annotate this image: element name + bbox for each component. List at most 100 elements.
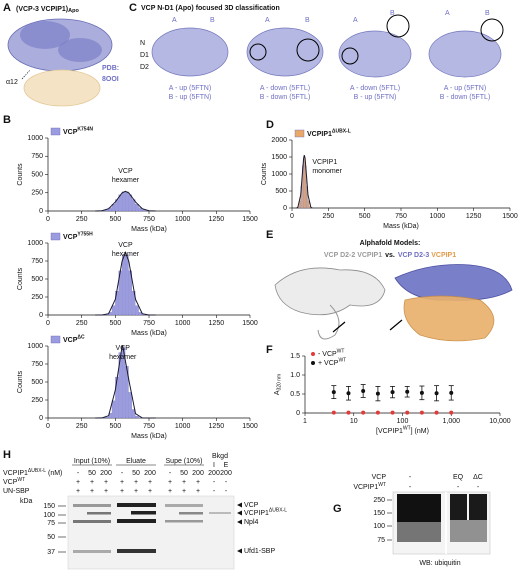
- caption: A - down (5FTL): [260, 85, 310, 92]
- band-arrow: [237, 548, 242, 554]
- domain-label: N: [140, 40, 145, 47]
- point: [375, 410, 380, 415]
- caption: A - down (5FTL): [350, 85, 400, 92]
- legend-swatch: [294, 129, 305, 138]
- bar: [125, 366, 129, 419]
- legend-marker: [311, 361, 315, 365]
- model-left: VCP D2-2 VCPIP1: [324, 252, 382, 259]
- legend-label: VCPY755H: [63, 232, 93, 241]
- marker-label: 250: [373, 497, 385, 504]
- density-map: [58, 38, 102, 62]
- group-label: Input (10%): [74, 458, 110, 465]
- y-tick-label: 500: [31, 379, 43, 386]
- legend-label: - VCPWT: [318, 349, 344, 358]
- x-tick-label: 1000: [175, 423, 191, 430]
- panel-subtitle: VCP D2-2 VCPIP1 vs. VCP D2-3 VCPIP1: [324, 252, 456, 259]
- y-tick-label: 0: [296, 410, 300, 417]
- y-axis-label-part: Counts: [17, 267, 24, 290]
- panel-label: D: [266, 119, 274, 131]
- caption: WB: ubiquitin: [419, 560, 460, 567]
- annotation: monomer: [312, 168, 342, 175]
- marker-label: 100: [43, 512, 55, 519]
- versus: vs.: [385, 252, 395, 259]
- lane-cell: +: [182, 479, 186, 486]
- x-tick-label: 500: [109, 320, 121, 327]
- point: [449, 410, 454, 415]
- band-label-part: ΔUBX-L: [269, 508, 287, 514]
- legend-label-part: VCPIP1: [307, 131, 332, 138]
- pdb-label: PDB:: [102, 65, 119, 72]
- smear: [450, 494, 467, 520]
- point: [434, 391, 439, 396]
- map-4: A B A - up (5FTN) B - down (5FTL): [428, 10, 504, 101]
- band-label: Npl4: [244, 519, 259, 526]
- lane-cell: -: [409, 484, 412, 491]
- band: [117, 519, 156, 523]
- x-tick-label: 1000: [175, 216, 191, 223]
- arrow: [389, 319, 403, 331]
- model-structure: [317, 304, 340, 340]
- bar: [135, 415, 139, 419]
- lane-cell: 50: [180, 470, 188, 477]
- legend-swatch: [50, 127, 61, 136]
- annotation: hexamer: [109, 354, 137, 361]
- bar: [111, 400, 116, 419]
- y-tick-label: 1000: [27, 135, 43, 142]
- chart: 0 250 500 750 1000 0 250 500 750 1000 1250 1500 Mass…: [17, 335, 258, 440]
- density-map: [338, 30, 412, 78]
- density-map: [23, 69, 101, 107]
- bar: [135, 204, 139, 212]
- row-label-text: VCPIP1: [353, 484, 378, 491]
- smear: [397, 522, 441, 542]
- y-tick-label: 500: [275, 188, 287, 195]
- row-label: VCPWT: [3, 477, 25, 486]
- y-tick-label: 250: [31, 397, 43, 404]
- site-label: A: [445, 10, 450, 17]
- marker-label: 75: [377, 537, 385, 544]
- lane-cell: -: [477, 484, 480, 491]
- lane-cell: +: [196, 488, 200, 495]
- caption: B - down (5FTL): [440, 94, 491, 101]
- caption: B - up (5FTN): [354, 94, 397, 101]
- panel-h: Input (10%) Eluate Supe (10%) Bkgd I E V…: [3, 453, 287, 570]
- band-label-part: Npl4: [244, 519, 259, 526]
- lane-cell: +: [104, 488, 108, 495]
- smear: [397, 494, 441, 522]
- x-axis-label: [VCPIP1WT] (nM): [376, 426, 429, 435]
- caption: A - up (5FTN): [444, 85, 486, 92]
- bar: [307, 200, 310, 209]
- legend-label-part: ΔC: [77, 335, 85, 341]
- y-tick-label: 0: [39, 208, 43, 215]
- lane-cell: 50: [132, 470, 140, 477]
- point: [346, 410, 351, 415]
- x-axis-label-part: ] (nM): [411, 428, 429, 435]
- domain-label: D1: [140, 52, 149, 59]
- chart: 0 250 500 750 1000 0 250 500 750 1000 1250 1500 Mass…: [17, 232, 258, 337]
- legend-label-part: - VCP: [318, 351, 337, 358]
- x-tick-label: 500: [109, 216, 121, 223]
- legend-marker: [311, 352, 315, 356]
- x-tick-label: 10: [350, 418, 358, 425]
- highlight-circle: [249, 43, 267, 61]
- model-right-vcpip1: VCPIP1: [431, 252, 456, 259]
- x-tick-label: 0: [46, 320, 50, 327]
- y-tick-label: 250: [31, 190, 43, 197]
- panel-label: B: [3, 114, 11, 126]
- x-tick-label: 250: [322, 213, 334, 220]
- caption: B - up (5FTN): [169, 94, 212, 101]
- kda-label: kDa: [20, 498, 33, 505]
- row-label-end: (nM): [48, 470, 62, 477]
- highlight-circle: [341, 47, 359, 65]
- band: [73, 504, 111, 507]
- highlight-circle: [296, 38, 320, 62]
- y-axis-label: Counts: [17, 267, 24, 290]
- lane-cell: +: [134, 488, 138, 495]
- density-map: [20, 21, 70, 49]
- lane-cell: -: [409, 474, 412, 481]
- y-tick-label: 500: [31, 276, 43, 283]
- x-tick-label: 1250: [209, 423, 225, 430]
- legend-label: + VCPWT: [318, 358, 346, 367]
- annotation: VCP: [118, 242, 133, 249]
- x-axis-label: Mass (kDa): [383, 223, 419, 230]
- panel-label: F: [266, 344, 273, 356]
